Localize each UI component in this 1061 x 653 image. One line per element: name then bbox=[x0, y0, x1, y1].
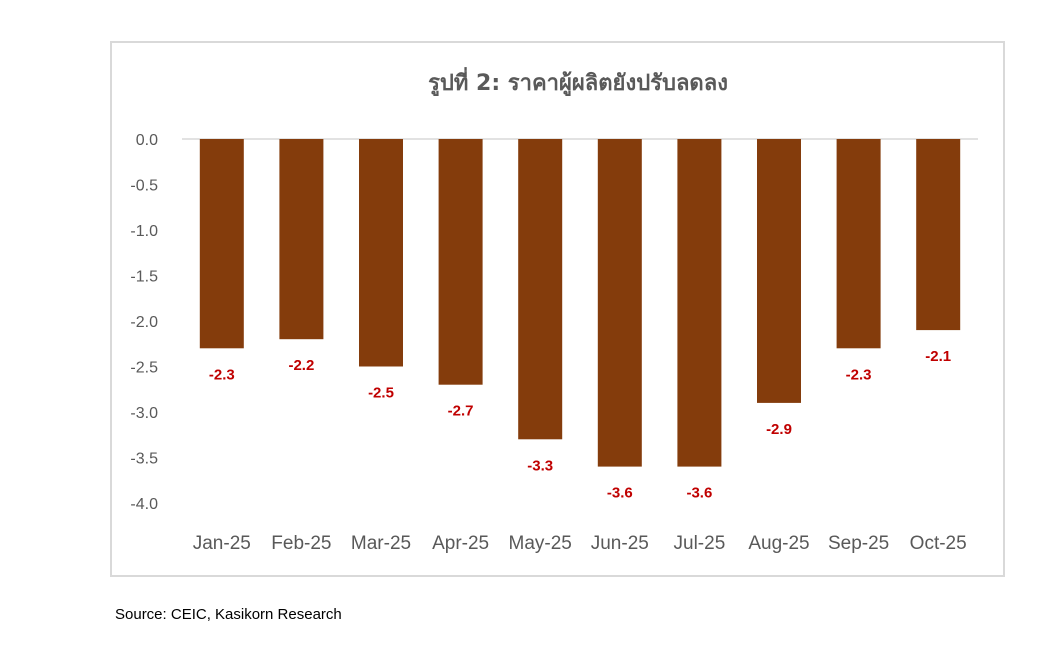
data-label: -2.2 bbox=[288, 357, 314, 374]
x-category-label: Mar-25 bbox=[351, 533, 411, 554]
data-label: -2.5 bbox=[368, 385, 394, 402]
bar bbox=[597, 139, 642, 467]
x-category-label: Aug-25 bbox=[748, 533, 809, 554]
data-label: -2.3 bbox=[846, 366, 872, 383]
bar bbox=[757, 139, 801, 403]
source-note: Source: CEIC, Kasikorn Research bbox=[115, 606, 342, 623]
y-tick-label: 0.0 bbox=[136, 132, 158, 149]
y-tick-label: -3.5 bbox=[130, 451, 158, 468]
data-label: -3.3 bbox=[527, 457, 553, 474]
bar bbox=[677, 139, 722, 467]
y-tick-label: -1.5 bbox=[130, 269, 158, 286]
x-category-label: Jul-25 bbox=[674, 533, 726, 554]
bar bbox=[518, 139, 563, 440]
y-tick-label: -1.0 bbox=[130, 223, 158, 240]
x-category-label: Sep-25 bbox=[828, 533, 889, 554]
data-label: -2.7 bbox=[448, 403, 474, 420]
y-tick-label: -0.5 bbox=[130, 178, 158, 195]
x-category-label: May-25 bbox=[509, 533, 572, 554]
bar bbox=[279, 139, 324, 340]
data-label: -2.1 bbox=[925, 348, 951, 365]
x-category-label: Oct-25 bbox=[910, 533, 967, 554]
data-label: -3.6 bbox=[607, 485, 633, 502]
data-label: -2.3 bbox=[209, 366, 235, 383]
bar bbox=[438, 139, 483, 385]
x-category-label: Jun-25 bbox=[591, 533, 649, 554]
data-label: -3.6 bbox=[686, 485, 712, 502]
bar bbox=[199, 139, 244, 349]
y-tick-label: -2.0 bbox=[130, 314, 158, 331]
y-tick-label: -4.0 bbox=[130, 496, 158, 513]
y-tick-label: -2.5 bbox=[130, 360, 158, 377]
bar bbox=[916, 139, 961, 331]
y-tick-label: -3.0 bbox=[130, 405, 158, 422]
x-category-label: Apr-25 bbox=[432, 533, 489, 554]
data-label: -2.9 bbox=[766, 421, 792, 438]
bar bbox=[359, 139, 403, 367]
bar bbox=[836, 139, 881, 349]
x-category-label: Jan-25 bbox=[193, 533, 251, 554]
chart-title: รูปที่ 2: ราคาผู้ผลิตยังปรับลดลง bbox=[428, 66, 728, 97]
x-category-label: Feb-25 bbox=[271, 533, 331, 554]
